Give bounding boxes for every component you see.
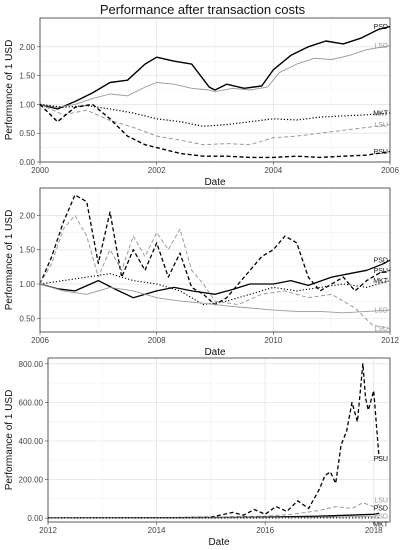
series-label-lsu: LSU <box>374 122 388 129</box>
x-tick-label: 2006 <box>381 166 399 175</box>
y-axis-title: Performance of 1 USD <box>4 40 15 141</box>
y-tick-label: 0.50 <box>19 314 35 323</box>
y-tick-label: 0.00 <box>27 514 43 523</box>
chart-panel-top: 2000 2002 2004 2006 0.00 0.50 1.00 1.50 2.00 PSD L… <box>4 17 399 188</box>
y-tick-label: 0.00 <box>19 158 35 167</box>
series-line-psd <box>39 259 391 299</box>
series-label-mkt: MKT <box>373 278 389 285</box>
y-tick-label: 1.00 <box>19 100 35 109</box>
x-tick-label: 2014 <box>148 526 166 535</box>
y-tick-label: 200.00 <box>19 476 44 485</box>
y-tick-label: 1.50 <box>19 246 35 255</box>
y-tick-label: 600.00 <box>19 398 44 407</box>
series-label-psd: PSD <box>374 258 388 265</box>
x-axis-title: Date <box>204 177 226 188</box>
series-line-psu <box>48 363 380 519</box>
chart-panel-bottom: 2012 2014 2016 2018 0.00 200.00 400.00 600.00 80… <box>4 357 391 548</box>
figure-title: Performance after transaction costs <box>99 2 306 17</box>
x-tick-label: 2012 <box>381 336 399 345</box>
series-label-psu: PSU <box>374 456 388 463</box>
x-tick-label: 2000 <box>31 166 49 175</box>
series-label-psd: PSD <box>374 506 388 513</box>
series-line-lsu <box>39 214 391 330</box>
x-axis-title: Date <box>204 347 226 358</box>
y-tick-label: 0.50 <box>19 129 35 138</box>
series-line-mkt <box>39 103 391 127</box>
y-tick-label: 2.00 <box>19 211 35 220</box>
series-line-mkt <box>39 273 391 306</box>
x-tick-label: 2008 <box>148 336 166 345</box>
x-tick-label: 2010 <box>264 336 282 345</box>
y-tick-label: 800.00 <box>19 360 44 369</box>
series-label-psd: PSD <box>374 24 388 31</box>
series-label-lsd: LSD <box>374 514 388 521</box>
x-tick-label: 2016 <box>256 526 274 535</box>
panel-border <box>47 357 391 523</box>
y-axis-title: Performance of 1 USD <box>4 390 15 491</box>
series-line-lsu <box>48 502 380 519</box>
series-label-mkt: MKT <box>373 111 389 118</box>
x-tick-label: 2006 <box>31 336 49 345</box>
series-label-psu: PSU <box>374 268 388 275</box>
series-line-lsu <box>39 103 391 146</box>
series-label-lsd: LSD <box>374 308 388 315</box>
y-tick-label: 400.00 <box>19 437 44 446</box>
y-tick-label: 2.00 <box>19 43 35 52</box>
x-axis-title: Date <box>208 537 230 548</box>
series-label-lsu: LSU <box>374 326 388 333</box>
series-label-psu: PSU <box>374 149 388 156</box>
y-axis-title: Performance of 1 USD <box>4 210 15 311</box>
series-label-lsd: LSD <box>374 43 388 50</box>
y-tick-label: 1.50 <box>19 72 35 81</box>
y-tick-label: 1.00 <box>19 280 35 289</box>
series-line-lsd <box>39 283 391 314</box>
series-label-mkt: MKT <box>373 522 389 529</box>
x-tick-label: 2004 <box>264 166 282 175</box>
x-tick-label: 2018 <box>365 526 383 535</box>
x-tick-label: 2012 <box>39 526 57 535</box>
series-line-lsd <box>39 45 391 108</box>
x-tick-label: 2002 <box>148 166 166 175</box>
series-line-psu <box>39 103 391 159</box>
series-line-psd <box>39 25 391 110</box>
panel-border <box>39 17 391 163</box>
chart-panel-middle: 2006 2008 2010 2012 0.50 1.00 1.50 2.00 PSD PSU MK… <box>4 187 399 358</box>
series-label-lsu: LSU <box>374 498 388 505</box>
